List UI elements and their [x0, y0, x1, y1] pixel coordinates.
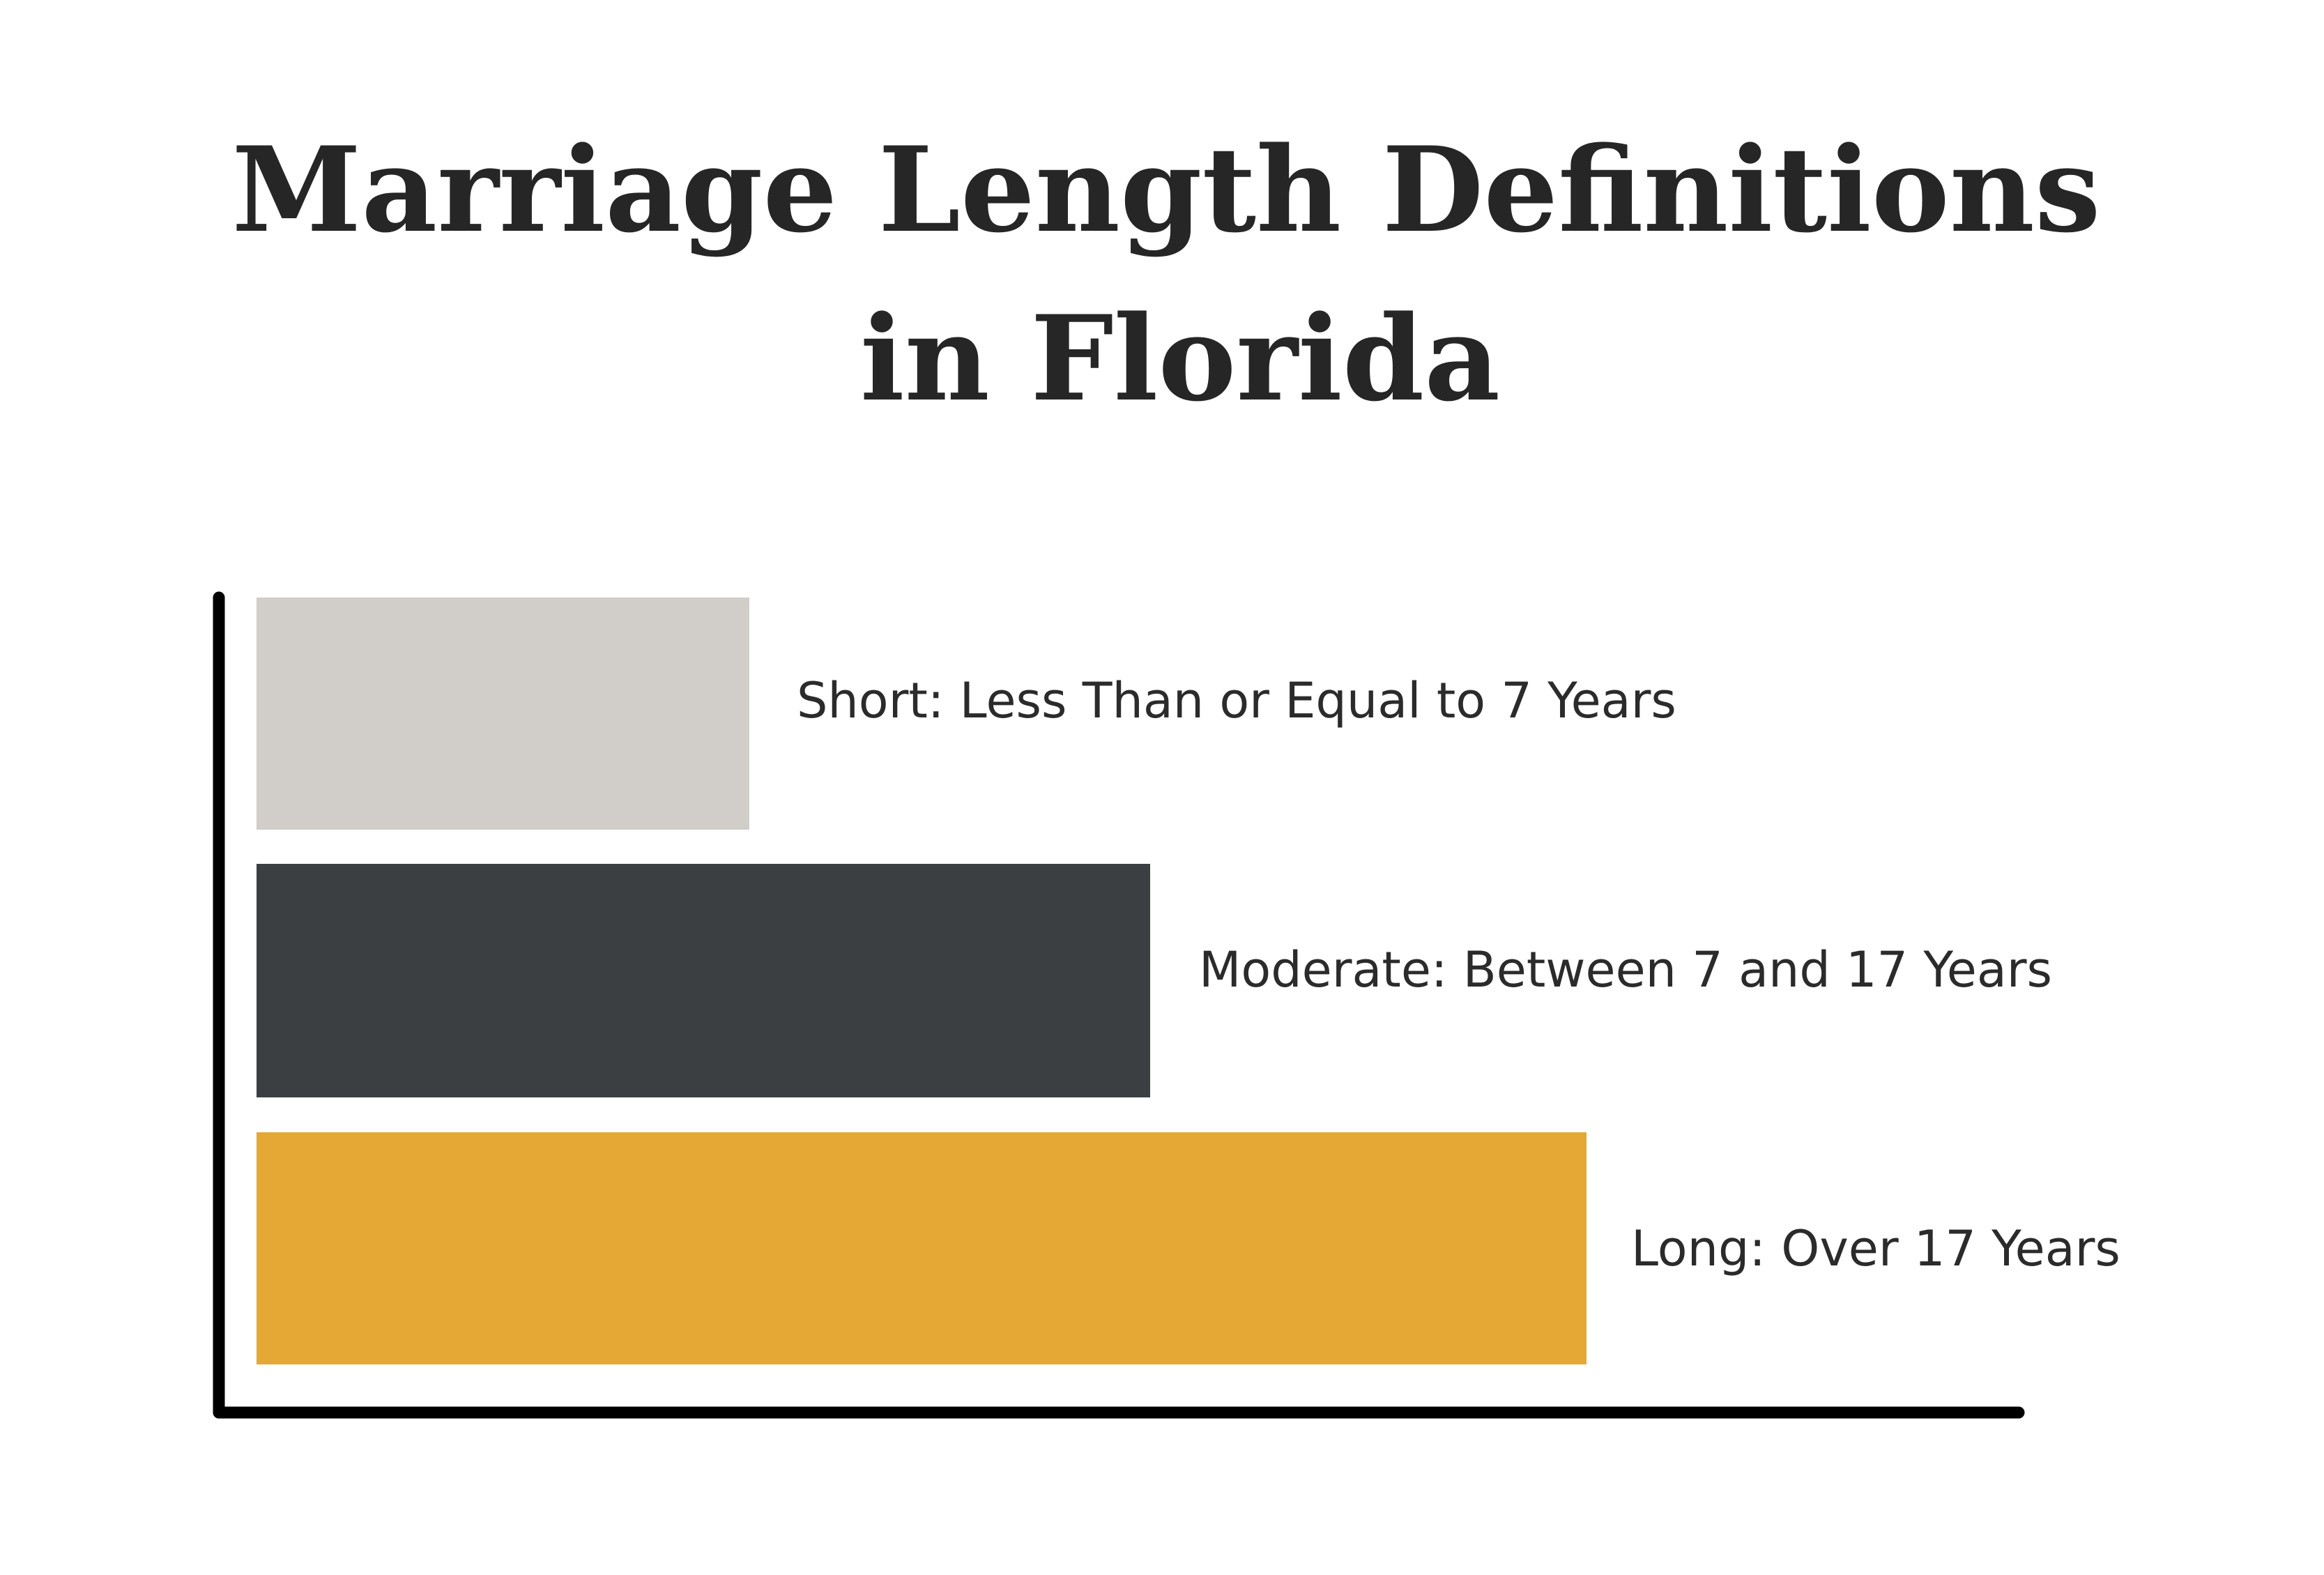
bar-label: Short: Less Than or Equal to 7 Years: [797, 672, 1676, 729]
title-line: Marriage Length Definitions: [231, 121, 2100, 259]
bar-short: [257, 598, 749, 830]
bar-label: Moderate: Between 7 and 17 Years: [1199, 941, 2052, 998]
bar-label: Long: Over 17 Years: [1631, 1220, 2120, 1277]
bar-long: [257, 1132, 1587, 1364]
bar-moderate: [257, 864, 1150, 1097]
title-line: in Florida: [860, 289, 1500, 427]
